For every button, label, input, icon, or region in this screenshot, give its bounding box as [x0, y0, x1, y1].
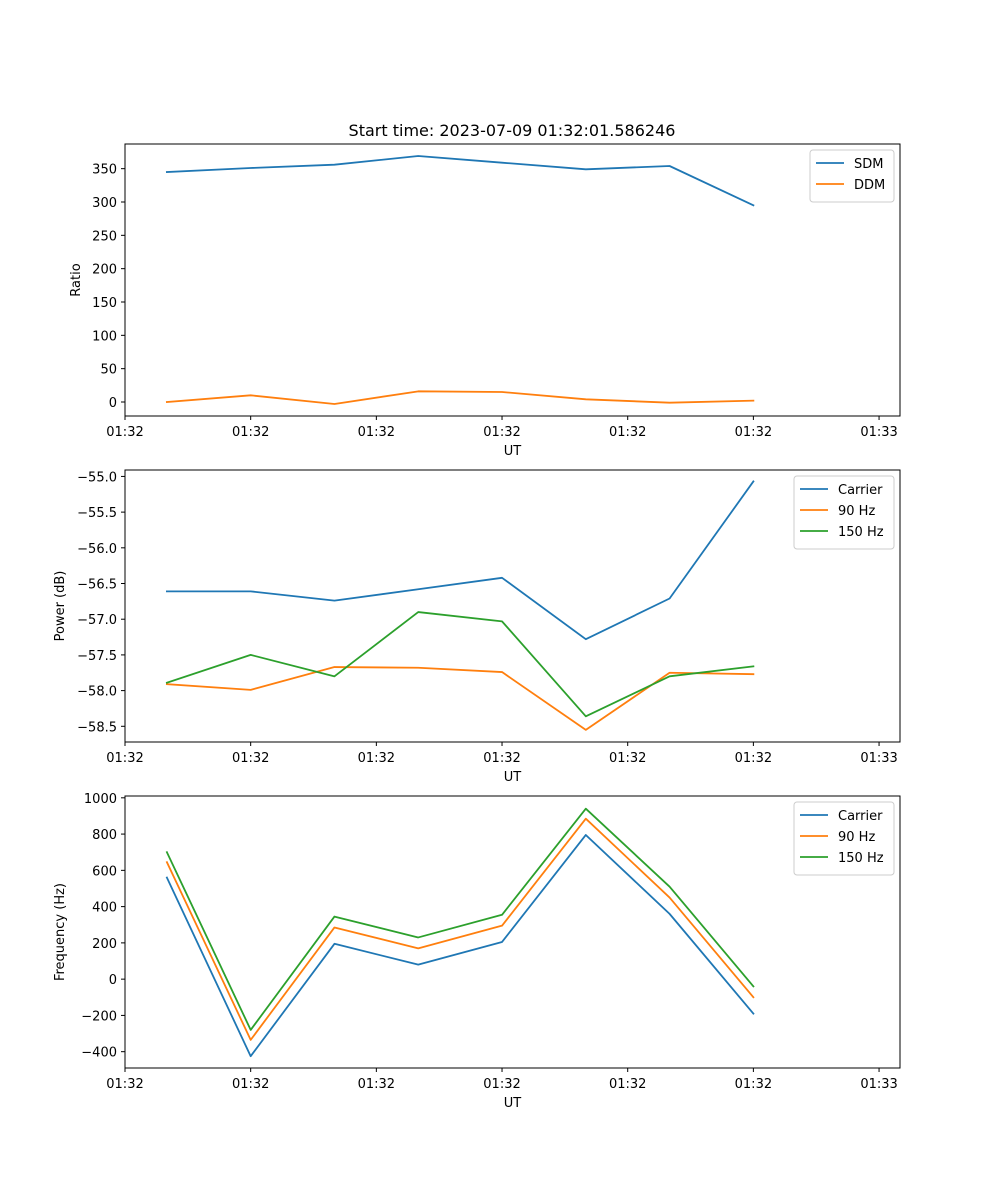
frequency-series-90-hz-line	[165, 817, 755, 1041]
power-x-tick-label: 01:32	[358, 751, 395, 766]
ratio-x-tick-label: 01:32	[735, 425, 772, 440]
chart-title: Start time: 2023-07-09 01:32:01.586246	[349, 121, 676, 140]
ratio-panel: 01:32 01:32 01:32 01:32 01:32 01:32 01:33 0 50 10…	[69, 143, 901, 459]
ratio-legend-label: SDM	[854, 157, 883, 172]
power-y-tick-label: −58.5	[77, 720, 117, 735]
ratio-x-tick-label: 01:32	[483, 425, 520, 440]
power-y-tick-label: −55.5	[77, 506, 117, 521]
frequency-x-axis-label: UT	[504, 1096, 522, 1111]
power-series-150-hz-line	[165, 611, 755, 718]
ratio-axes-frame	[124, 143, 901, 417]
power-x-tick-label: 01:32	[609, 751, 646, 766]
frequency-axes-frame	[124, 795, 901, 1069]
frequency-legend: Carrier 90 Hz 150 Hz	[793, 801, 895, 876]
power-y-tick-label: −57.0	[77, 613, 117, 628]
power-x-tick-label: 01:32	[232, 751, 269, 766]
power-x-tick-label: 01:32	[735, 751, 772, 766]
frequency-y-tick-label: 600	[92, 864, 117, 879]
frequency-legend-label: 150 Hz	[838, 851, 884, 866]
frequency-panel: 01:32 01:32 01:32 01:32 01:32 01:32 01:33 −400 −…	[53, 792, 901, 1111]
frequency-x-tick-label: 01:32	[358, 1077, 395, 1092]
frequency-y-tick-label: 800	[92, 828, 117, 843]
ratio-x-axis-label: UT	[504, 444, 522, 459]
ratio-y-tick-label: 200	[92, 263, 117, 278]
power-legend-label: Carrier	[838, 483, 883, 498]
ratio-y-tick-label: 350	[92, 163, 117, 178]
power-y-tick-label: −57.5	[77, 649, 117, 664]
ratio-y-tick-label: 250	[92, 229, 117, 244]
power-x-axis-label: UT	[504, 770, 522, 785]
ratio-series-sdm-line	[165, 155, 755, 207]
ratio-x-tick-label: 01:33	[860, 425, 897, 440]
power-y-tick-label: −56.0	[77, 542, 117, 557]
frequency-y-tick-label: −200	[81, 1009, 117, 1024]
frequency-y-tick-label: 0	[109, 973, 117, 988]
frequency-x-tick-label: 01:33	[860, 1077, 897, 1092]
power-panel: 01:32 01:32 01:32 01:32 01:32 01:32 01:33 −58.5…	[53, 469, 901, 785]
ratio-legend-label: DDM	[854, 178, 885, 193]
ratio-y-tick-label: 50	[100, 363, 117, 378]
ratio-x-tick-label: 01:32	[609, 425, 646, 440]
ratio-y-axis-label: Ratio	[69, 263, 84, 296]
power-legend-label: 150 Hz	[838, 525, 884, 540]
frequency-y-axis-label: Frequency (Hz)	[53, 883, 68, 981]
power-legend-label: 90 Hz	[838, 504, 875, 519]
ratio-series-ddm-line	[165, 390, 755, 405]
frequency-x-tick-label: 01:32	[232, 1077, 269, 1092]
frequency-legend-label: 90 Hz	[838, 830, 875, 845]
ratio-x-tick-label: 01:32	[358, 425, 395, 440]
ratio-x-tick-label: 01:32	[106, 425, 143, 440]
frequency-y-tick-label: 1000	[84, 792, 117, 807]
power-x-tick-label: 01:32	[483, 751, 520, 766]
frequency-series-carrier-line	[165, 834, 755, 1058]
frequency-x-tick-label: 01:32	[609, 1077, 646, 1092]
ratio-legend: SDM DDM	[809, 149, 895, 203]
power-legend: Carrier 90 Hz 150 Hz	[793, 475, 895, 550]
ratio-y-tick-label: 300	[92, 196, 117, 211]
frequency-x-tick-label: 01:32	[735, 1077, 772, 1092]
frequency-y-tick-label: −400	[81, 1046, 117, 1061]
power-y-tick-label: −56.5	[77, 578, 117, 593]
ratio-y-tick-label: 0	[109, 396, 117, 411]
frequency-x-tick-label: 01:32	[483, 1077, 520, 1092]
ratio-x-tick-label: 01:32	[232, 425, 269, 440]
chart-panels: 01:32 01:32 01:32 01:32 01:32 01:32 01:33 0 50 10…	[53, 143, 901, 1111]
ratio-y-tick-label: 100	[92, 329, 117, 344]
power-y-axis-label: Power (dB)	[53, 571, 68, 642]
power-axes-frame	[124, 469, 901, 743]
power-y-tick-label: −55.0	[77, 470, 117, 485]
frequency-series-150-hz-line	[165, 807, 755, 1031]
ratio-y-tick-label: 150	[92, 296, 117, 311]
frequency-y-tick-label: 400	[92, 901, 117, 916]
power-x-tick-label: 01:32	[106, 751, 143, 766]
frequency-legend-label: Carrier	[838, 809, 883, 824]
power-x-tick-label: 01:33	[860, 751, 897, 766]
frequency-y-tick-label: 200	[92, 937, 117, 952]
power-y-tick-label: −58.0	[77, 685, 117, 700]
power-series-carrier-line	[165, 480, 755, 641]
frequency-x-tick-label: 01:32	[106, 1077, 143, 1092]
